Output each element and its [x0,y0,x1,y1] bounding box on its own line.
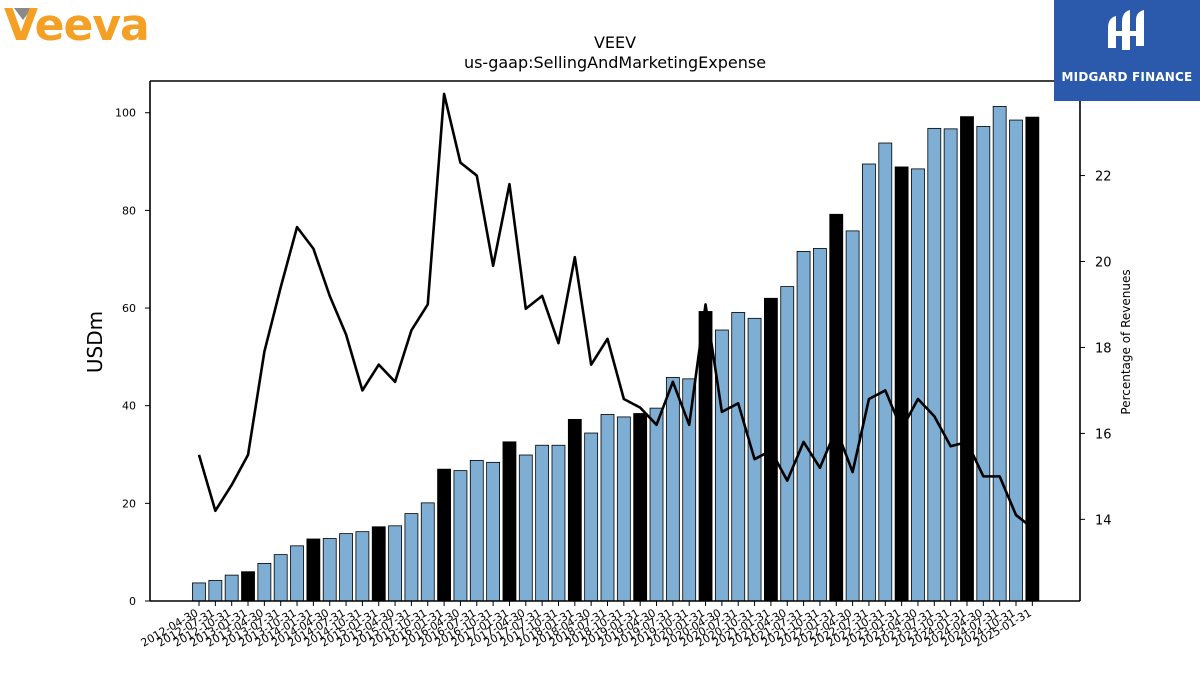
y-tick-label: 80 [122,204,136,217]
bar-2024-07-31 [992,105,1007,602]
bar-2020-01-31 [698,311,713,602]
bar-2021-10-31 [813,248,827,602]
y-tick-label: 0 [129,595,136,608]
bar-2021-04-30 [780,286,795,602]
bar-2016-01-31 [437,468,452,602]
bar-2023-10-31 [943,128,958,602]
bar-2022-04-30 [845,230,860,602]
bar-2019-04-30 [649,407,664,602]
bar-2017-10-31 [551,444,566,602]
bar-2022-01-31 [829,213,844,602]
chart-title: VEEV [594,33,636,52]
bar-2018-10-31 [616,416,631,602]
bar-2017-07-31 [535,444,550,602]
y2-axis-label: Percentage of Revenues [1119,269,1133,414]
y-axis-label: USDm [83,311,107,373]
bar-2013-07-31 [273,554,288,602]
svg-text:Veeva: Veeva [4,2,149,48]
bar-2018-07-31 [600,414,615,602]
brand-name: MIDGARD FINANCE [1061,70,1193,84]
y-tick-label: 60 [122,302,136,315]
bar-2012-04-30 [192,582,206,602]
bar-2014-10-31 [355,531,370,602]
bar-2019-07-31 [665,376,680,602]
bar-2012-10-31 [224,574,239,602]
bar-2018-04-30 [584,432,599,602]
bar-2024-10-31 [1009,119,1023,602]
bar-2021-07-31 [796,250,811,602]
line-series-percentage [197,92,1034,529]
bar-2012-07-31 [208,580,223,602]
bar-2023-04-30 [911,168,925,602]
bar-2016-10-31 [486,461,501,602]
bar-2015-10-31 [420,502,435,602]
bar-2020-07-31 [731,312,746,602]
brand-logo: MIDGARD FINANCE [1054,0,1200,101]
bar-2024-01-31 [960,116,974,602]
bar-2023-01-31 [894,166,909,602]
bar-2016-07-31 [469,459,484,602]
bar-2022-07-31 [862,163,876,602]
bar-2025-01-31 [1025,116,1040,602]
y-tick-label: 20 [122,497,136,510]
bar-2017-01-31 [502,441,517,602]
veeva-logo-icon: Veeva [4,0,150,51]
bar-2014-01-31 [306,538,321,602]
y2-tick-label: 14 [1095,513,1112,528]
company-logo: Veeva [4,0,174,52]
midgard-mark-icon [1108,10,1144,50]
bar-2015-01-31 [371,526,386,602]
bar-2019-01-31 [633,413,648,602]
bar-2015-07-31 [404,513,419,602]
bar-2013-01-31 [241,571,255,602]
bar-2013-10-31 [290,545,304,602]
chart-subtitle: us-gaap:SellingAndMarketingExpense [464,53,766,72]
y-tick-label: 40 [122,400,136,413]
bar-2023-07-31 [927,127,942,602]
bar-2022-10-31 [878,142,893,602]
bar-2013-04-30 [257,563,272,602]
y2-tick-label: 20 [1095,255,1112,270]
y2-tick-label: 16 [1095,427,1112,442]
bar-2016-04-30 [453,470,468,602]
bar-2020-04-30 [714,329,729,602]
bars-group [192,105,1040,602]
bar-2015-04-30 [388,525,402,602]
axes-group: 02040608010014161820222012-04-302012-07-… [115,80,1112,650]
y-tick-label: 100 [115,107,136,120]
bar-2017-04-30 [518,454,533,602]
bar-2018-01-31 [567,418,582,602]
bar-2024-04-30 [976,126,991,602]
y2-tick-label: 18 [1095,341,1112,356]
line-group [197,92,1034,529]
bar-2014-04-30 [322,538,337,602]
bar-2014-07-31 [339,533,353,602]
y2-tick-label: 22 [1095,170,1112,185]
